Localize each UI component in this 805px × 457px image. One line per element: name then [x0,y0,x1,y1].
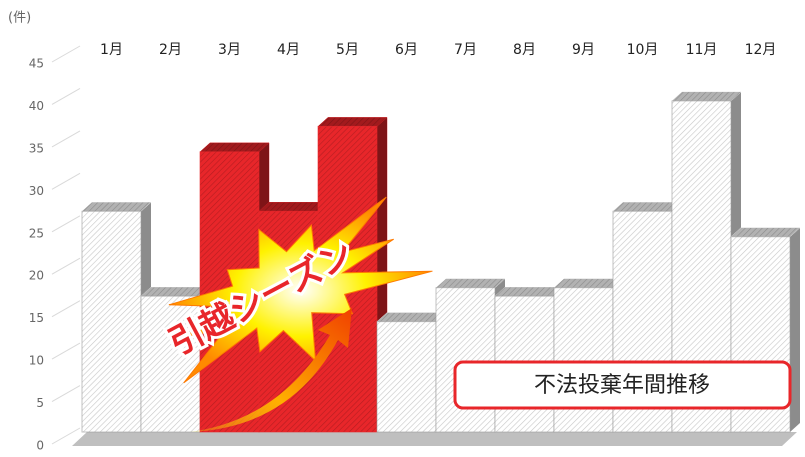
bar-top-shade [141,287,210,297]
y-tick-label: 5 [36,396,44,410]
x-tick-label: 5月 [336,42,359,58]
grid-line [51,257,81,275]
y-tick-label: 25 [29,226,44,240]
bar [376,321,437,433]
bar [81,210,142,433]
bar [435,287,496,433]
grid-line [51,342,81,360]
floor [72,432,797,446]
bar-top-shade [377,312,446,322]
burst [168,196,433,384]
x-tick-label: 7月 [454,42,477,58]
bar [140,295,201,433]
x-tick-label: 6月 [395,42,418,58]
bar-top-shade [554,278,623,288]
bar-side-shade [790,227,800,432]
x-tick-label: 10月 [627,42,659,58]
y-tick-label: 40 [29,99,44,113]
bar [553,287,614,433]
bar-top-shade [318,117,387,127]
x-tick-label: 2月 [159,42,182,58]
y-tick-label: 45 [29,57,44,71]
grid-line [51,385,81,402]
y-tick-label: 20 [29,269,44,283]
x-tick-label: 9月 [572,42,595,58]
y-tick-label: 15 [29,311,44,325]
bar-top-shade [200,142,269,152]
x-tick-label: 8月 [513,42,536,58]
x-tick-label: 1月 [100,42,123,58]
chart-title: 不法投棄年間推移 [534,373,710,398]
grid-line [51,427,81,445]
y-tick-label: 35 [29,141,44,155]
grid-line [51,130,81,148]
grid-line [51,172,81,190]
x-tick-label: 3月 [218,42,241,58]
bar-top-shade [259,202,328,212]
y-tick-label: 0 [36,439,44,453]
title-box [453,360,792,410]
bar-top-shade [613,202,682,212]
x-tick-label: 4月 [277,42,300,58]
x-tick-label: 12月 [745,42,777,58]
arrow [190,308,352,432]
y-tick-label: 30 [29,184,44,198]
x-tick-label: 11月 [686,42,718,58]
unit-label: (件) [8,11,31,26]
bar-top-shade [672,91,741,101]
bar-top-shade [731,227,800,237]
bar-top-shade [82,202,151,212]
bar-top-shade [436,278,505,288]
grid-line [51,300,81,318]
grid-line [51,88,81,105]
grid-line [51,215,81,233]
y-tick-label: 10 [29,354,44,368]
bar-top-shade [495,287,564,297]
grid-line [51,45,81,63]
